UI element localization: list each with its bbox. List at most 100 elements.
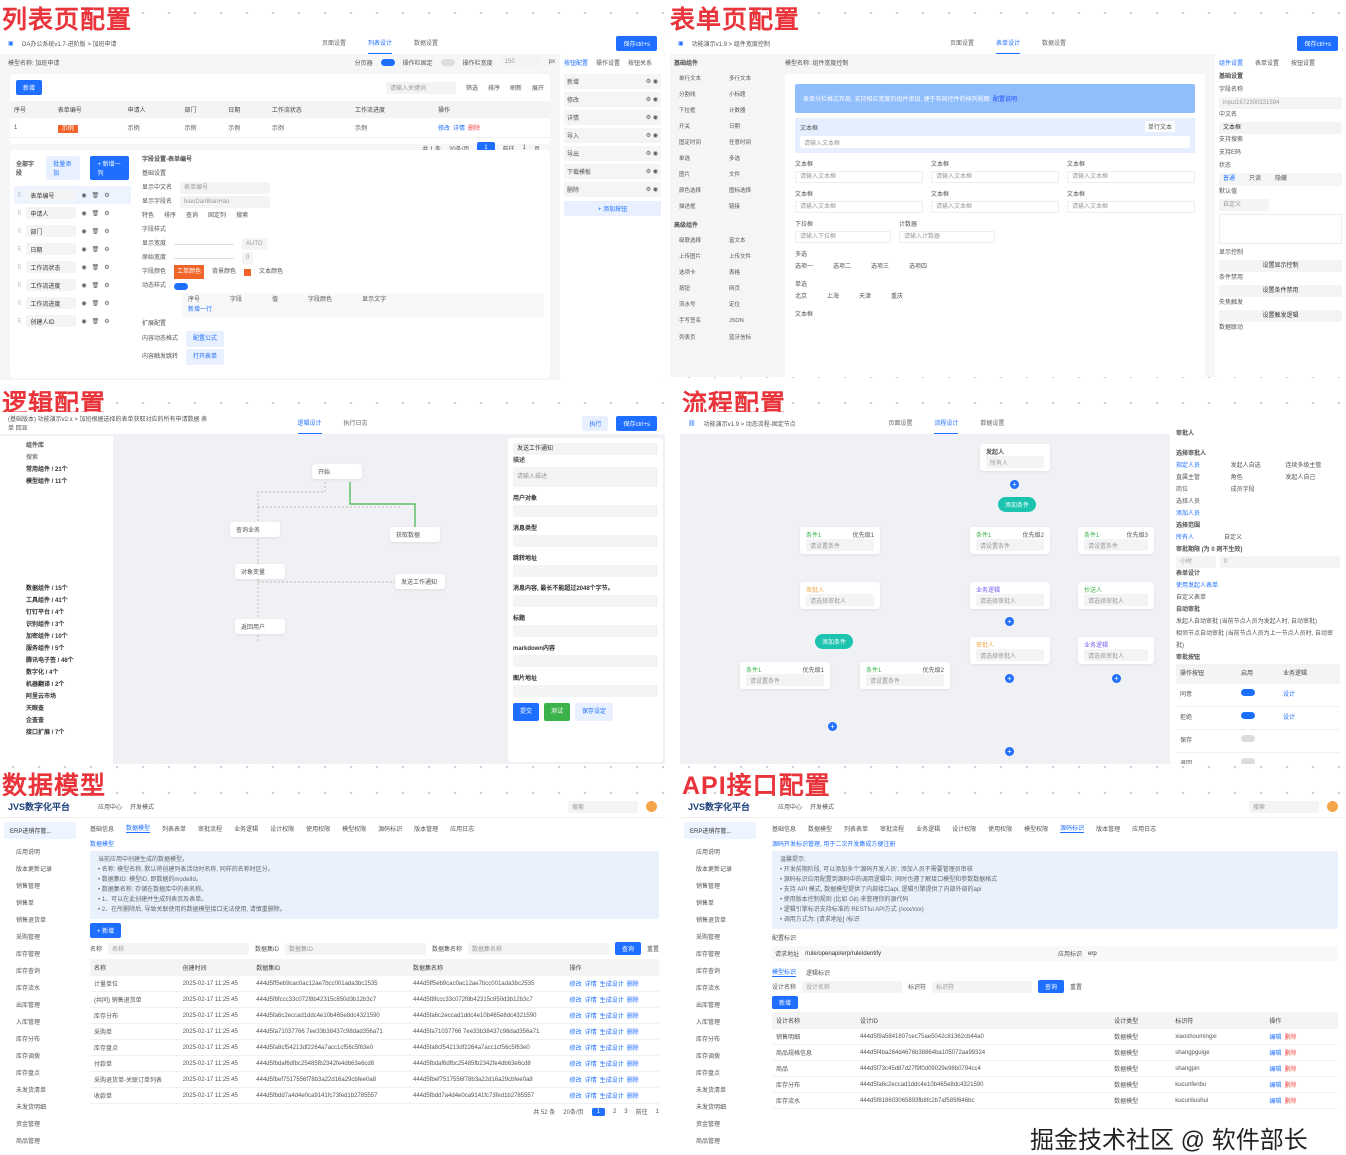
tab-flow-design[interactable]: 流程设计 (934, 412, 959, 434)
text-input[interactable]: 请输入文本框 (1067, 201, 1195, 213)
nav-dev-mode[interactable]: 开发模式 (130, 805, 155, 811)
table-row[interactable]: 收款单 2025-02-17 11:25:45 444d5fbdd7a4d4e0ca… (90, 1087, 659, 1104)
table-row[interactable]: 采购退货单-关联订单列表 2025-02-17 11:25:45 444d5fbef… (90, 1071, 659, 1088)
sidebar-item[interactable]: 客户管理 (10, 1149, 70, 1152)
component-4[interactable]: 下拉框 (675, 103, 723, 117)
row-action[interactable]: 详情 (584, 982, 597, 988)
support-search-checkbox[interactable]: 支持搜索 (1219, 137, 1244, 143)
row-action[interactable]: 删除 (1284, 1051, 1297, 1057)
add-node-icon[interactable]: + (1005, 747, 1014, 756)
text-input[interactable]: 请输入文本框 (795, 171, 923, 183)
row-action[interactable]: 详情 (584, 1062, 597, 1068)
component-adv-13[interactable]: 蓝牙信标 (725, 330, 773, 344)
component-adv-8[interactable]: 流水号 (675, 297, 723, 311)
form-opt-starter[interactable]: 使用发起人表单 (1176, 583, 1219, 589)
pager-toggle[interactable] (380, 58, 395, 66)
checkbox-option[interactable]: 选项三 (871, 264, 890, 270)
add-model-button[interactable]: + 新增 (90, 923, 122, 938)
app-tab[interactable]: 基础信息 (772, 826, 797, 833)
row-action[interactable]: 修改 (569, 1078, 582, 1084)
save-button[interactable]: 保存ctrl+s (1297, 35, 1338, 51)
component-group[interactable]: 常用组件 / 21个 (26, 467, 68, 473)
approver-option[interactable]: 发起人自选 (1230, 463, 1261, 469)
sidebar-item[interactable]: 库存管理 (696, 952, 721, 958)
nav-app-center[interactable]: 应用中心 (98, 805, 123, 811)
table-row[interactable]: 1 示例 示例 示例 示例 示例 示例 修改 详情 删除 (10, 118, 550, 138)
app-tab[interactable]: 应用日志 (1132, 826, 1157, 833)
button-item[interactable]: 修改 ⚙ ◉ (564, 92, 661, 107)
row-action[interactable]: 删除 (626, 1046, 639, 1052)
row-action[interactable]: 删除 (626, 982, 639, 988)
button-item[interactable]: 下载模板 ⚙ ◉ (564, 164, 661, 179)
eye-icon[interactable]: ◉ (81, 282, 87, 289)
trash-icon[interactable]: 🗑 (91, 210, 100, 217)
condition-node[interactable]: 条件1 优先级3 请设置条件 (1078, 527, 1154, 554)
breadcrumb[interactable]: (基础版本) 功能演示v2.x > 加班根据选择的表单获取对应的所有申请数据 表… (8, 417, 208, 432)
state-normal[interactable]: 普通 (1223, 176, 1236, 182)
field-item[interactable]: ⠿ 申请人 ◉ 🗑 ⚙ (14, 204, 131, 222)
row-action[interactable]: 生成设计 (599, 1014, 624, 1020)
tab-logic-id[interactable]: 逻辑标识 (806, 970, 831, 977)
component-adv-10[interactable]: 手写签名 (675, 313, 723, 327)
sidebar-item[interactable]: 销售单 (696, 901, 715, 907)
trash-icon[interactable]: 🗑 (91, 300, 100, 307)
component-13[interactable]: 文件 (725, 167, 773, 181)
settings-icon[interactable]: ⚙ (104, 318, 110, 325)
table-row[interactable]: 付款单 2025-02-17 11:25:45 444d5fbdaf6dfbc254… (90, 1055, 659, 1072)
drag-handle-icon[interactable]: ⠿ (17, 210, 22, 217)
radio-option[interactable]: 北京 (795, 294, 808, 300)
perm-toggle[interactable] (1241, 758, 1256, 764)
row-action[interactable]: 删除 (1284, 1083, 1297, 1089)
sidebar-item[interactable]: 客户管理 (690, 1149, 750, 1152)
trigger-button[interactable]: 设置触发逻辑 (1219, 310, 1342, 322)
feature-checkbox[interactable]: 搜索 (236, 213, 249, 219)
process-node[interactable]: 抄送人 请选择审批人 (1078, 582, 1154, 609)
row-action[interactable]: 生成设计 (599, 1078, 624, 1084)
global-search[interactable]: 搜索 (568, 800, 638, 813)
sidebar-item[interactable]: 未发货清单 (696, 1088, 727, 1094)
desc-input[interactable]: 请输入描述 (513, 467, 658, 487)
row-action[interactable]: 详情 (584, 1094, 597, 1100)
row-action[interactable]: 修改 (569, 982, 582, 988)
button-item[interactable]: 新增 ⚙ ◉ (564, 74, 661, 89)
approver-option[interactable]: 角色 (1230, 475, 1243, 481)
row-action[interactable]: 生成设计 (599, 1046, 624, 1052)
component-11[interactable]: 多选 (725, 151, 773, 165)
feature-checkbox[interactable]: 固定列 (208, 213, 227, 219)
text-input[interactable]: 请输入文本框 (931, 171, 1059, 183)
sidebar-item[interactable]: 出库管理 (696, 1003, 721, 1009)
flow-node[interactable]: 发送工作通知 (395, 574, 445, 589)
settings-icon[interactable]: ⚙ (104, 210, 110, 217)
app-tab[interactable]: 模型权限 (342, 826, 367, 833)
add-condition-button[interactable]: 添加条件 (815, 634, 854, 649)
sidebar-item[interactable]: 库存分布 (16, 1037, 41, 1043)
identifier-input[interactable]: 标识符 (932, 980, 1033, 993)
flow-node[interactable]: 返回用户 (235, 619, 285, 634)
default-select[interactable]: 自定义 (1219, 199, 1269, 211)
text-input[interactable]: 请输入文本框 (800, 136, 1190, 148)
sidebar-item[interactable]: 应用说明 (16, 850, 41, 856)
row-action[interactable]: 修改 (569, 998, 582, 1004)
text-input[interactable]: 请输入文本框 (795, 201, 923, 213)
app-tab[interactable]: 设计权限 (270, 826, 295, 833)
sidebar-item[interactable]: 库存查询 (16, 969, 41, 975)
drag-handle-icon[interactable]: ⠿ (17, 246, 22, 253)
sidebar-item[interactable]: 销售退货单 (16, 918, 47, 924)
app-tab[interactable]: 审批流程 (880, 826, 905, 833)
component-15[interactable]: 图标选择 (725, 183, 773, 197)
min-width-slider[interactable] (174, 257, 235, 259)
row-action[interactable]: 修改 (569, 1030, 582, 1036)
state-hidden[interactable]: 隐藏 (1275, 176, 1288, 182)
row-action[interactable]: 编辑 (1269, 1083, 1282, 1089)
flow-node[interactable]: 对象变量 (235, 564, 285, 579)
radio-option[interactable]: 天津 (859, 294, 872, 300)
settings-icon[interactable]: ⚙ (104, 264, 110, 271)
trash-icon[interactable]: 🗑 (91, 318, 100, 325)
sidebar-item[interactable]: 商品管理 (696, 1139, 721, 1145)
row-action[interactable]: 删除 (626, 1030, 639, 1036)
settings-icon[interactable]: ⚙ (104, 228, 110, 235)
component-adv-12[interactable]: 列表页 (675, 330, 723, 344)
row-action[interactable]: 编辑 (1269, 1067, 1282, 1073)
feature-checkbox[interactable]: 排序 (164, 213, 177, 219)
tab-form-settings[interactable]: 表单设置 (1255, 61, 1280, 67)
